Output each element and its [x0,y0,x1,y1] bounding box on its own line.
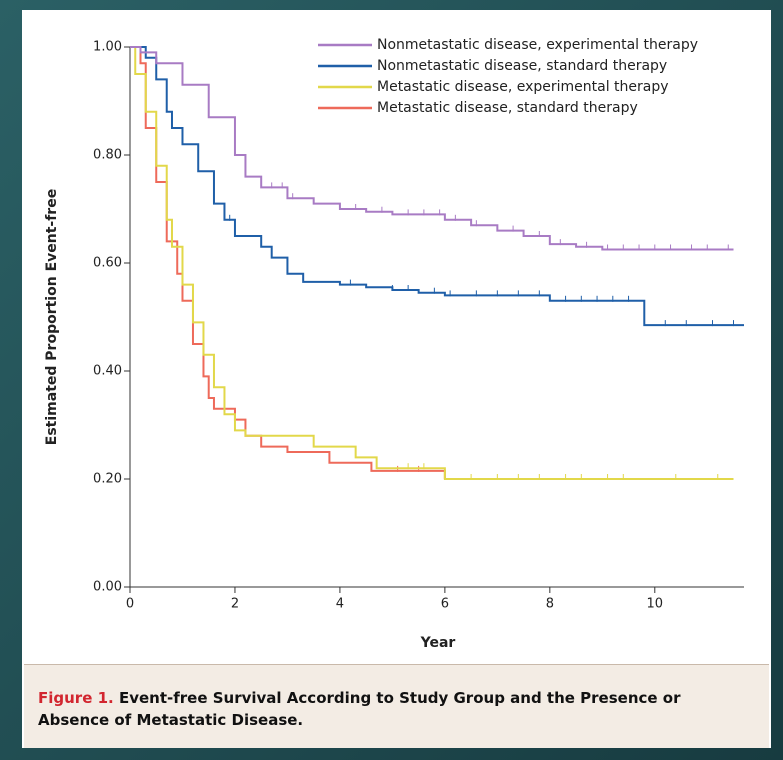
y-tick-label: 0.80 [93,148,122,163]
legend-label: Nonmetastatic disease, standard therapy [377,58,667,74]
x-tick-label: 8 [546,597,554,612]
caption-text: Event-free Survival According to Study G… [38,689,681,729]
panel [22,10,771,748]
survival-curve [130,46,744,327]
x-tick-label: 2 [231,597,239,612]
caption: Figure 1. Event-free Survival According … [24,664,769,748]
x-tick-label: 10 [647,597,664,612]
x-axis-label: Year [420,635,456,651]
legend-label: Metastatic disease, experimental therapy [377,79,669,95]
y-tick-label: 0.20 [93,472,122,487]
x-tick-label: 4 [336,597,344,612]
y-tick-label: 1.00 [93,40,122,55]
y-tick-label: 0.60 [93,256,122,271]
caption-label: Figure 1. [38,689,114,707]
x-tick-label: 6 [441,597,449,612]
legend-label: Metastatic disease, standard therapy [377,100,638,116]
y-tick-label: 0.00 [93,580,122,595]
survival-curve [130,46,734,251]
x-tick-label: 0 [126,597,134,612]
survival-curve [130,46,734,480]
y-axis-label: Estimated Proportion Event-free [44,189,60,445]
y-tick-label: 0.40 [93,364,122,379]
legend-label: Nonmetastatic disease, experimental ther… [377,37,698,53]
